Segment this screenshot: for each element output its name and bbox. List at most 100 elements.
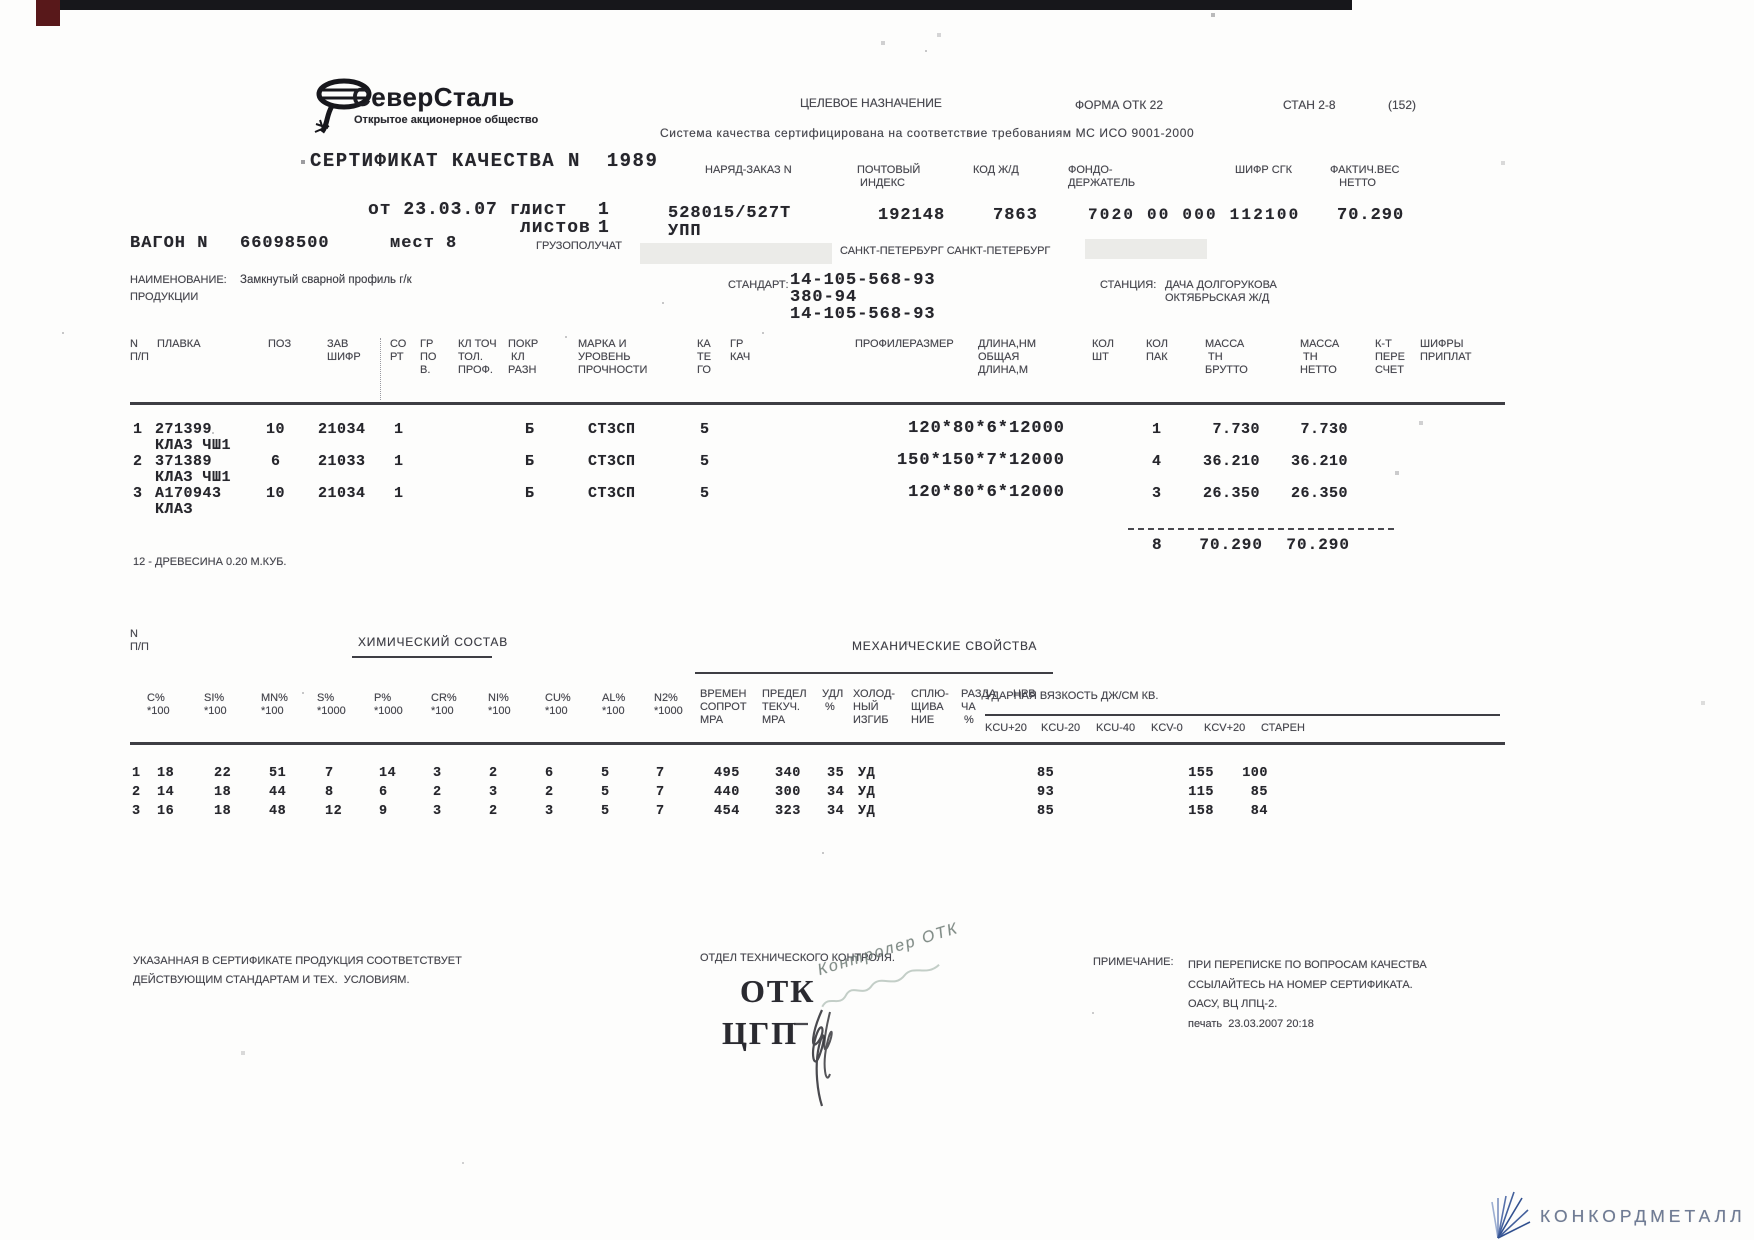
chem-col-c: C% *100	[147, 692, 170, 717]
row-accuracy: Б	[525, 421, 535, 438]
product-name-label: НАИМЕНОВАНИЕ:	[130, 274, 227, 286]
mech-yield: 340	[775, 766, 801, 781]
col-grade: МАРКА И УРОВЕНЬ ПРОЧНОСТИ	[578, 338, 648, 376]
col-group: ГР ПО В.	[420, 338, 437, 376]
chem-col-ni: NI% *100	[488, 692, 511, 717]
chem-n-label: N П/П	[130, 628, 149, 653]
net-weight-value: 70.290	[1337, 206, 1405, 225]
chem-col-al: AL% *100	[602, 692, 626, 717]
mech-kcv0: 158	[1188, 804, 1214, 819]
row-grade: СТ3СП	[588, 421, 636, 438]
col-mass-gross: МАССА ТН БРУТТО	[1205, 338, 1248, 376]
chem-col-mn: MN% *100	[261, 692, 288, 717]
row-grade: СТ3СП	[588, 453, 636, 470]
col-sort: СО РТ	[390, 338, 407, 363]
chem-val: 2	[489, 804, 498, 819]
row-category: 5	[700, 485, 710, 502]
wagon-label: ВАГОН N	[130, 234, 209, 253]
wagon-number: 66098500	[240, 234, 330, 253]
station-value: ДАЧА ДОЛГОРУКОВА ОКТЯБРЬСКАЯ Ж/Д	[1165, 279, 1277, 304]
sheet-value: 1	[598, 200, 610, 220]
row-gross: 36.210	[1202, 453, 1260, 470]
row-factory: 21034	[318, 421, 366, 438]
order-label: НАРЯД-ЗАКАЗ N	[705, 164, 792, 176]
chem-val: 5	[601, 766, 610, 781]
row-size: 150*150*7*12000	[896, 451, 1065, 470]
row-n: 3	[133, 485, 143, 502]
row-gross: 26.350	[1202, 485, 1260, 502]
scan-corner-mark	[36, 0, 60, 26]
konkordmetall-logo-icon	[1490, 1190, 1532, 1240]
chem-val: 8	[325, 785, 334, 800]
row-gross: 7.730	[1212, 421, 1260, 438]
impact-col-kcv0: KCV-0	[1151, 722, 1183, 734]
standard-label: СТАНДАРТ:	[728, 279, 789, 291]
mech-tensile: 440	[714, 785, 740, 800]
row-heat-sub: КЛАЗ ЧШ1	[155, 469, 232, 486]
chem-col-s: S% *1000	[317, 692, 346, 717]
row-pos: 6	[271, 453, 281, 470]
mech-col-flattening: СПЛЮ- ЩИВА НИЕ	[911, 688, 949, 726]
scan-noise	[0, 0, 2, 2]
station-label: СТАНЦИЯ:	[1100, 279, 1157, 291]
fund-holder-label: ФОНДО- ДЕРЖАТЕЛЬ	[1068, 164, 1136, 189]
mech-bend: УД	[858, 785, 876, 800]
row-factory: 21034	[318, 485, 366, 502]
rail-code-label: КОД Ж/Д	[973, 164, 1019, 176]
chem-val: 2	[489, 766, 498, 781]
row-net: 36.210	[1290, 453, 1348, 470]
row-heat: А170943	[155, 485, 222, 502]
col-profile-size: ПРОФИЛЕРАЗМЕР	[855, 338, 954, 350]
total-packs: 8	[1152, 536, 1163, 554]
row-heat-sub: КЛАЗ ЧШ1	[155, 437, 232, 454]
mech-bend: УД	[858, 766, 876, 781]
mech-col-cold-bend: ХОЛОД- НЫЙ ИЗГИБ	[853, 688, 896, 726]
mech-kcu: 85	[1037, 804, 1055, 819]
table-header-rule	[130, 402, 1505, 405]
mech-elongation: 35	[827, 766, 845, 781]
chem-val: 2	[433, 785, 442, 800]
chem-val: 5	[601, 785, 610, 800]
mill-label: СТАН 2-8	[1283, 98, 1336, 112]
mech-kcv20: 100	[1242, 766, 1268, 781]
fund-holder-value: 7020 00 000 112100	[1088, 206, 1301, 224]
otk-stamp-text: ОТК	[740, 973, 816, 1009]
product-name-label-2: ПРОДУКЦИИ	[130, 291, 199, 303]
impact-col-kcu-20: KCU-20	[1041, 722, 1081, 734]
chem-val: 12	[325, 804, 343, 819]
places-value: мест 8	[390, 234, 458, 253]
table-divider	[380, 338, 381, 400]
mech-kcu: 93	[1037, 785, 1055, 800]
chem-val: 9	[379, 804, 388, 819]
chem-val: 18	[157, 766, 175, 781]
mech-kcv20: 84	[1250, 804, 1268, 819]
row-sort: 1	[394, 421, 404, 438]
mech-col-yield: ПРЕДЕЛ ТЕКУЧ. МРА	[762, 688, 807, 726]
col-category: КА ТЕ ГО	[697, 338, 712, 376]
row-sort: 1	[394, 453, 404, 470]
note-label: ПРИМЕЧАНИЕ:	[1093, 956, 1174, 968]
mech-col-tensile: ВРЕМЕН СОПРОТ МРА	[700, 688, 747, 726]
col-coating: ПОКР КЛ РАЗН	[508, 338, 539, 376]
mech-yield: 323	[775, 804, 801, 819]
row-packs: 3	[1152, 485, 1162, 502]
chem-val: 14	[157, 785, 175, 800]
col-length: ДЛИНА,НМ ОБЩАЯ ДЛИНА,М	[978, 338, 1037, 376]
impact-col-kcu20: KCU+20	[985, 722, 1027, 734]
col-factory-cipher: ЗАВ ШИФР	[327, 338, 361, 363]
row-category: 5	[700, 421, 710, 438]
row-size: 120*80*6*12000	[908, 419, 1065, 438]
mech-col-elongation: УДЛ %	[822, 688, 844, 713]
chem-val: 6	[545, 766, 554, 781]
order-value: 528015/527Т	[668, 204, 792, 223]
chem-val: 2	[545, 785, 554, 800]
row-sort: 1	[394, 485, 404, 502]
row-accuracy: Б	[525, 485, 535, 502]
impact-col-kcv20: KCV+20	[1204, 722, 1246, 734]
col-mass-net: МАССА ТН НЕТТО	[1300, 338, 1340, 376]
col-surcharge-codes: ШИФРЫ ПРИПЛАТ	[1420, 338, 1472, 363]
row-grade: СТ3СП	[588, 485, 636, 502]
chem-val: 22	[214, 766, 232, 781]
total-net: 70.290	[1286, 536, 1350, 554]
